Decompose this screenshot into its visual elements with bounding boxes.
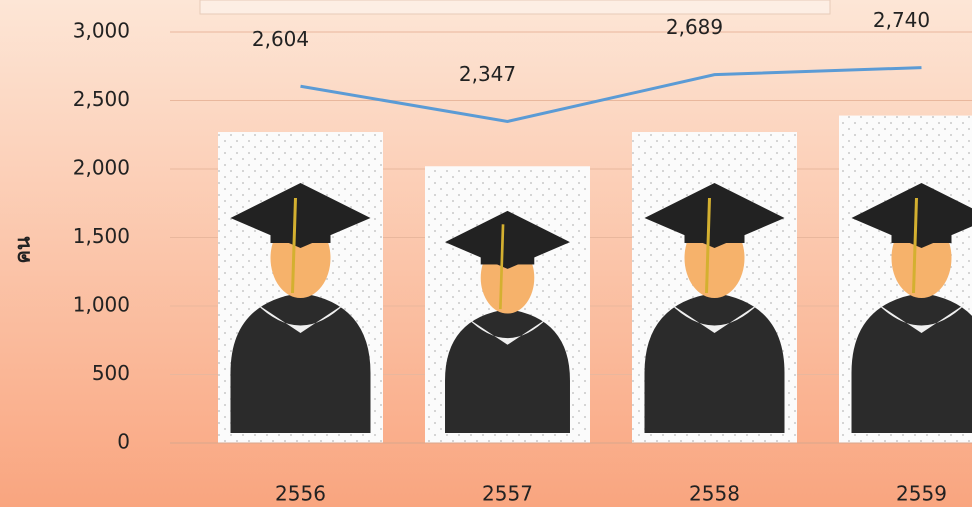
gown [445,309,570,433]
graduate-icon [445,210,570,433]
collar [669,303,760,333]
x-tick-label: 2556 [275,482,326,506]
x-tick-label: 2558 [689,482,740,506]
title-placeholder [199,0,831,15]
cap-base [270,221,331,243]
cap-base [480,244,535,265]
cap-base [891,221,952,243]
y-axis-title: คน [11,236,35,263]
x-tick-label: 2557 [482,482,533,506]
tassel [705,197,711,294]
gown [851,293,972,433]
tassel [499,224,505,310]
collar [467,318,548,345]
cap-base [684,221,745,243]
graduate-icon [230,183,371,433]
data-label: 2,740 [873,8,930,32]
y-tick-label: 2,000 [73,156,130,180]
collar [876,303,967,333]
collar [255,303,346,333]
cap [644,183,785,248]
gown [230,293,371,433]
line [300,66,922,123]
y-tick-label: 2,500 [73,87,130,111]
y-tick-label: 500 [92,361,130,385]
y-tick-label: 0 [117,430,130,454]
data-label: 2,347 [459,62,516,86]
y-tick-label: 1,500 [73,224,130,248]
tassel [912,197,918,294]
tassel [291,197,297,294]
y-tick-label: 3,000 [73,19,130,43]
cap [445,210,570,269]
data-label: 2,689 [666,15,723,39]
graduate-icon [851,183,972,433]
x-tick-label: 2559 [896,482,947,506]
gown [644,293,785,433]
data-label: 2,604 [252,27,309,51]
cap [230,183,371,248]
y-tick-label: 1,000 [73,293,130,317]
graduate-icon [644,183,785,433]
